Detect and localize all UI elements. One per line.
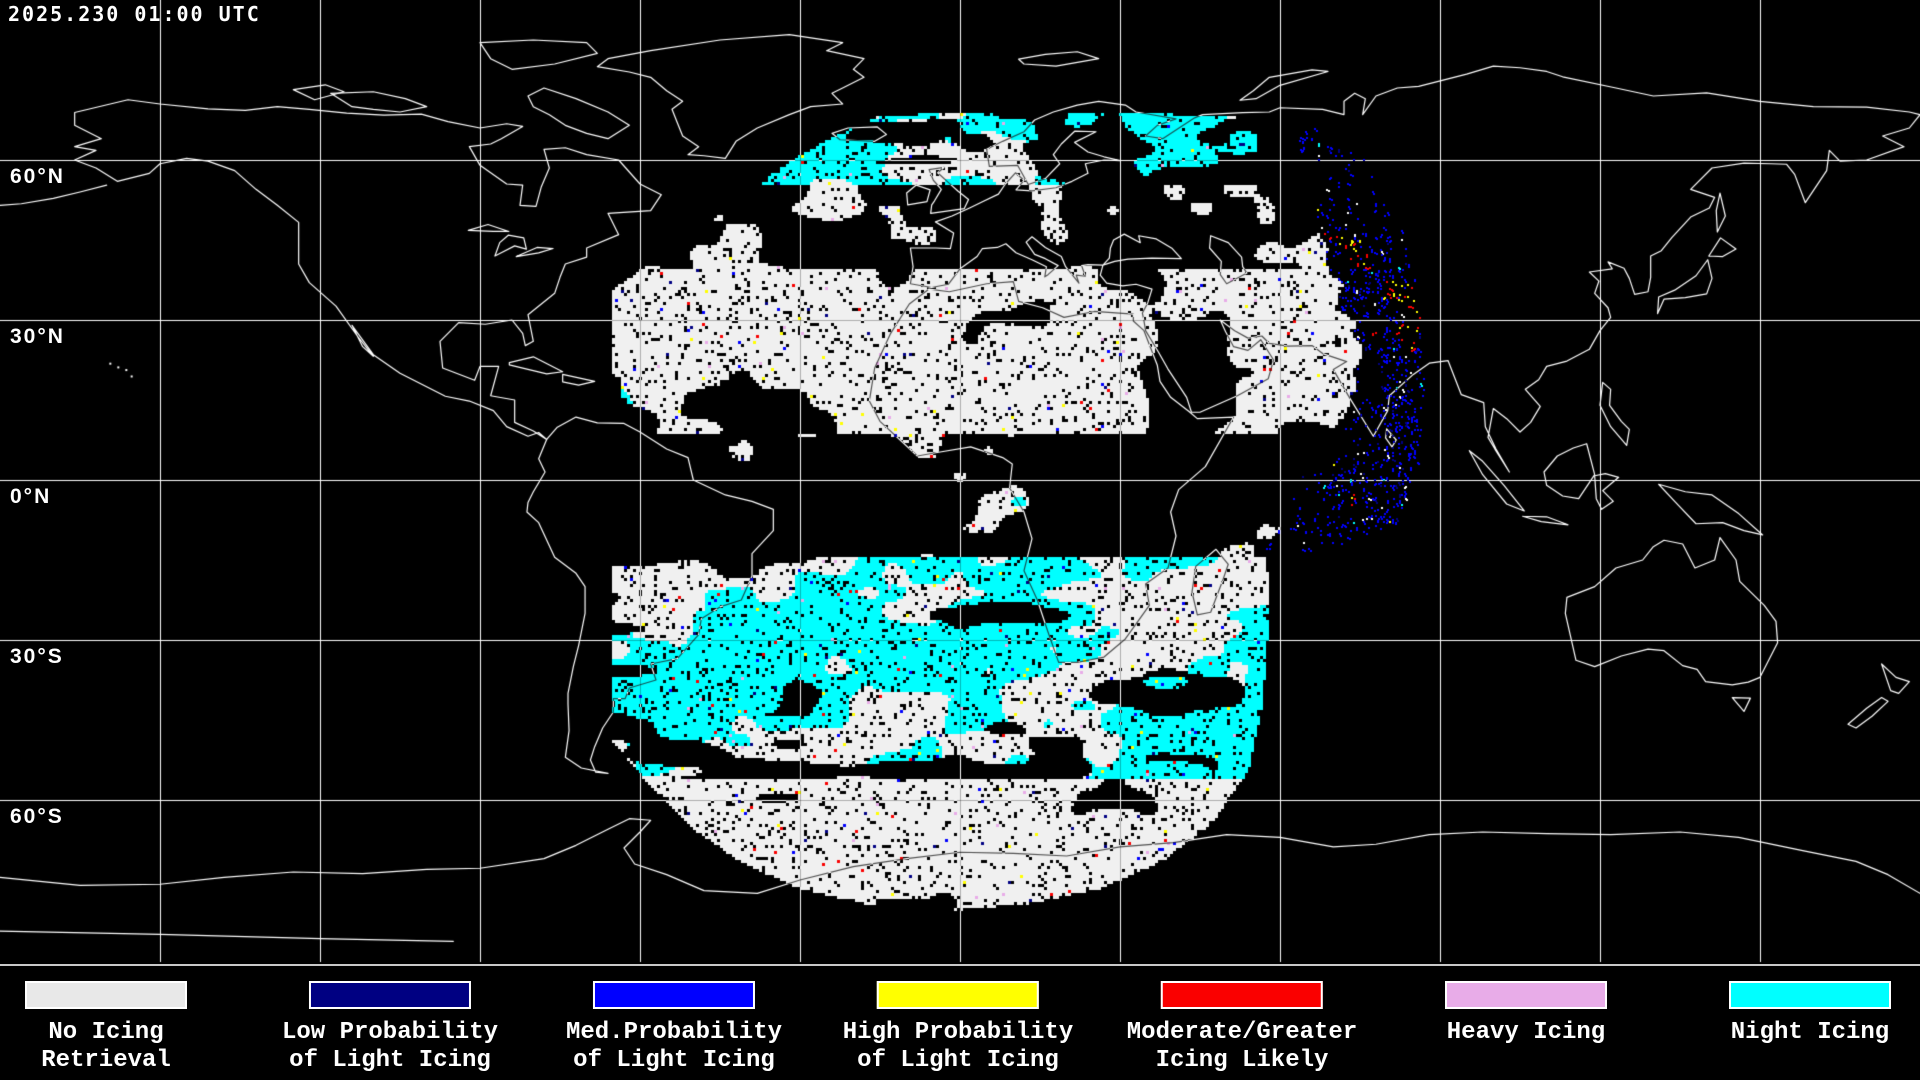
legend-swatch-no-icing [25,981,187,1009]
legend-item-heavy-icing: Heavy Icing [1445,966,1607,1047]
legend-item-med-prob-light-icing: Med.Probability of Light Icing [566,966,782,1075]
legend-item-high-prob-light-icing: High Probability of Light Icing [843,966,1073,1075]
legend-item-moderate-greater-icing: Moderate/Greater Icing Likely [1127,966,1357,1075]
legend-swatch-night [1729,981,1891,1009]
legend-item-no-icing-retrieval: No Icing Retrieval [25,966,187,1075]
legend-bar: No Icing Retrieval Low Probability of Li… [0,966,1920,1080]
legend-swatch-high-prob [877,981,1039,1009]
latitude-label-60n: 60°N [10,165,65,188]
map-legend-divider [0,964,1920,966]
legend-item-night-icing: Night Icing [1729,966,1891,1047]
legend-swatch-heavy [1445,981,1607,1009]
latitude-label-60s: 60°S [10,805,64,828]
timestamp-label: 2025.230 01:00 UTC [8,2,261,26]
latitude-label-30s: 30°S [10,645,64,668]
legend-swatch-low-prob [308,981,471,1009]
legend-item-low-prob-light-icing: Low Probability of Light Icing [282,966,498,1075]
legend-swatch-moderate-greater [1161,981,1323,1009]
legend-swatch-med-prob [592,981,755,1009]
world-map-canvas [0,0,1920,964]
latitude-label-30n: 30°N [10,325,65,348]
latitude-label-0n: 0°N [10,485,52,508]
